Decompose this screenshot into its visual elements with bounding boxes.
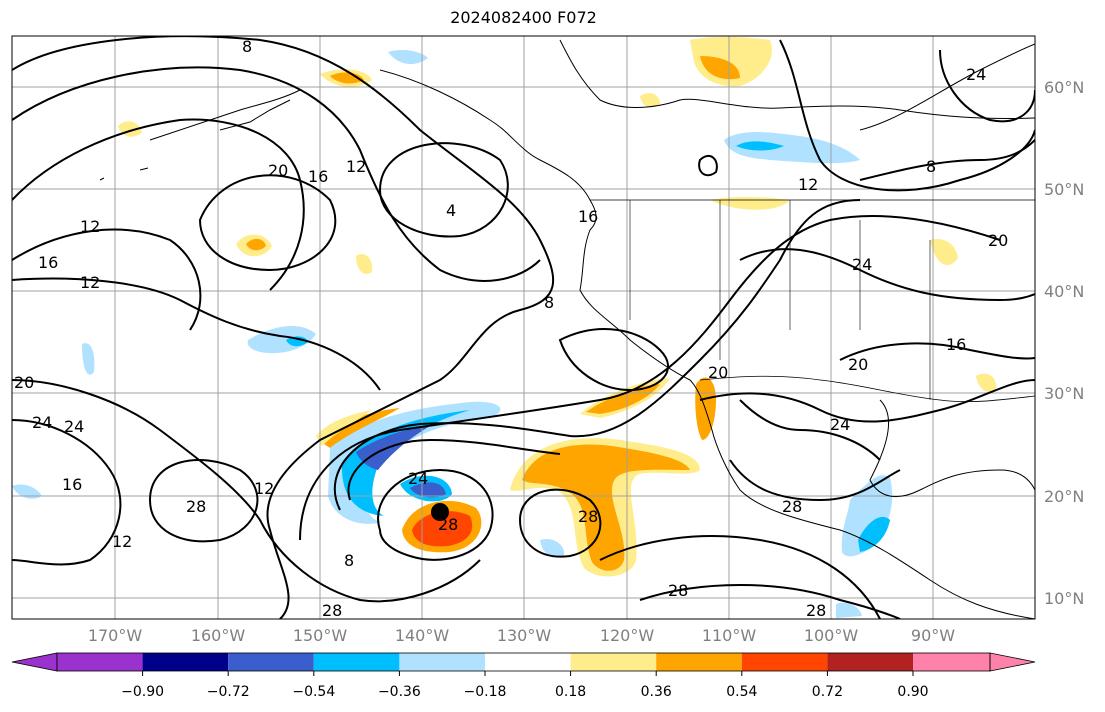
contour-label: 16 [946, 335, 966, 354]
contour-label: 16 [578, 207, 598, 226]
map-title: 2024082400 F072 [450, 8, 597, 27]
colorbar-cell [913, 653, 990, 671]
colorbar-tick-label: 0.90 [897, 684, 929, 700]
colorbar-tick-label: 0.36 [640, 684, 672, 700]
colorbar-tick-label: −0.18 [463, 684, 507, 700]
colorbar-cell [741, 653, 828, 671]
colorbar-tick-label: 0.72 [811, 684, 843, 700]
contour-label: 28 [806, 601, 826, 620]
contour-label: 12 [80, 273, 100, 292]
colorbar-cell [827, 653, 913, 671]
contour-label: 12 [346, 157, 366, 176]
colorbar-tick-label: −0.54 [292, 684, 336, 700]
lon-label: 140°W [394, 626, 450, 645]
coastlines [99, 39, 1035, 619]
contour-label: 24 [830, 415, 850, 434]
contour-label: 20 [988, 231, 1008, 250]
contour-label: 16 [308, 167, 328, 186]
lon-label: 160°W [190, 626, 246, 645]
contour-label: 24 [32, 413, 52, 432]
contour-label: 8 [926, 157, 936, 176]
lat-label: 40°N [1044, 282, 1085, 301]
map-frame [11, 35, 1036, 620]
hurricane-center-dot [431, 503, 449, 521]
map-gridlines [12, 36, 1035, 619]
colorbar-cell [313, 653, 400, 671]
contour-label: 4 [446, 201, 456, 220]
contour-label: 28 [578, 507, 598, 526]
colorbar-cell [656, 653, 742, 671]
lat-label: 10°N [1044, 589, 1085, 608]
contour-label: 20 [848, 355, 868, 374]
lon-label: 110°W [701, 626, 757, 645]
contour-label: 28 [322, 601, 342, 620]
colorbar-cell [142, 653, 229, 671]
colorbar-tick-label: 0.54 [726, 684, 758, 700]
colorbar [11, 652, 1036, 676]
contour-label: 20 [268, 161, 288, 180]
contour-label: 16 [38, 253, 58, 272]
contour-label: 24 [852, 255, 872, 274]
contour-label: 28 [782, 497, 802, 516]
colorbar-tick-label: −0.90 [121, 684, 165, 700]
colorbar-cell [228, 653, 314, 671]
colorbar-arrow-right [989, 652, 1036, 672]
contour-label: 24 [966, 65, 986, 84]
contour-label: 20 [14, 373, 34, 392]
lat-label: 20°N [1044, 487, 1085, 506]
contour-labels: 8 12 16 20 4 12 16 12 20 24 28 24 16 12 … [14, 37, 1008, 620]
contour-label: 28 [186, 497, 206, 516]
contour-label: 24 [408, 469, 428, 488]
contour-label: 12 [798, 175, 818, 194]
colorbar-arrow-left [11, 652, 58, 672]
colorbar-cell [399, 653, 485, 671]
contour-label: 28 [668, 581, 688, 600]
lon-label: 90°W [910, 626, 956, 645]
contour-label: 20 [708, 363, 728, 382]
contour-label: 12 [254, 479, 274, 498]
colorbar-tick-label: −0.36 [377, 684, 421, 700]
colorbar-cell [57, 653, 143, 671]
colorbar-cell [570, 653, 657, 671]
lon-label: 120°W [599, 626, 655, 645]
contour-label: 12 [112, 532, 132, 551]
contour-label: 24 [64, 417, 84, 436]
lat-label: 30°N [1044, 384, 1085, 403]
lon-label: 170°W [87, 626, 143, 645]
contour-label: 8 [544, 293, 554, 312]
lat-label: 50°N [1044, 180, 1085, 199]
lon-label: 100°W [803, 626, 859, 645]
lat-label: 60°N [1044, 78, 1085, 97]
lon-label: 130°W [496, 626, 552, 645]
contour-label: 8 [344, 551, 354, 570]
colorbar-cell [485, 653, 571, 671]
contour-label: 12 [80, 217, 100, 236]
contour-label: 16 [62, 475, 82, 494]
map-content: 8 12 16 20 4 12 16 12 20 24 28 24 16 12 … [12, 36, 1035, 620]
colorbar-tick-label: −0.72 [206, 684, 250, 700]
contour-lines [12, 36, 1035, 619]
contour-label: 8 [242, 37, 252, 56]
colorbar-tick-label: 0.18 [555, 684, 587, 700]
lon-label: 150°W [292, 626, 348, 645]
